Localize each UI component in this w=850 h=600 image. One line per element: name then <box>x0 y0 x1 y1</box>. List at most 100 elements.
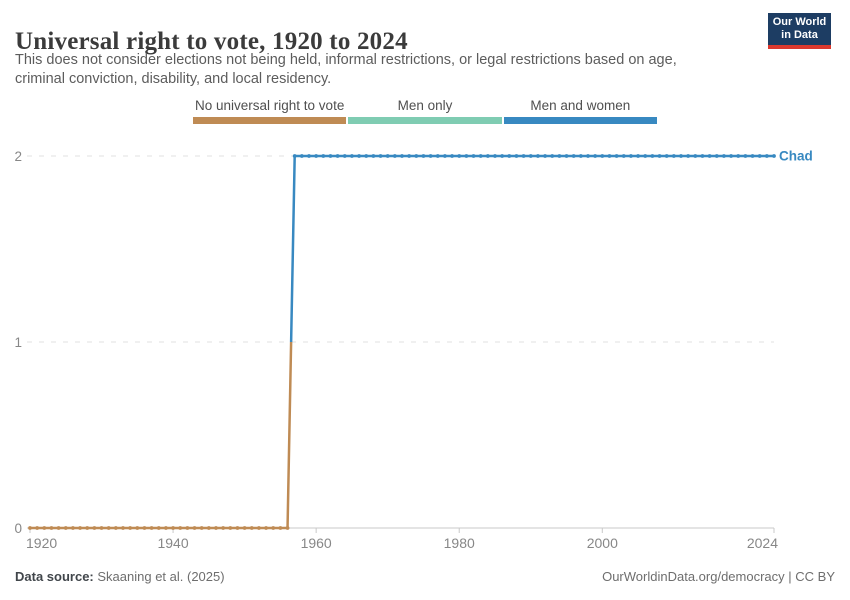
data-point <box>435 154 440 158</box>
data-point <box>142 526 147 530</box>
data-point <box>471 154 476 158</box>
data-point <box>292 154 297 158</box>
data-point <box>99 526 104 530</box>
data-point <box>285 526 290 530</box>
owid-democracy-link[interactable]: OurWorldinData.org/democracy <box>602 569 785 584</box>
data-point <box>772 154 776 158</box>
data-point <box>235 526 240 530</box>
data-point <box>314 154 319 158</box>
data-point <box>328 154 333 158</box>
license-label: CC BY <box>795 569 835 584</box>
data-source-label: Data source: <box>15 569 94 584</box>
legend-item-label: No universal right to vote <box>195 98 345 113</box>
data-point <box>185 526 190 530</box>
data-point <box>757 154 762 158</box>
data-point <box>500 154 505 158</box>
owid-logo[interactable]: Our World in Data <box>768 13 831 49</box>
data-point <box>557 154 562 158</box>
y-axis-tick-label: 2 <box>14 149 22 164</box>
data-point <box>543 154 547 158</box>
data-point <box>221 526 226 530</box>
data-point <box>485 154 490 158</box>
data-point <box>49 526 54 530</box>
data-source-value: Skaaning et al. (2025) <box>97 569 225 584</box>
chart-subtitle: This does not consider elections not bei… <box>15 51 677 89</box>
data-point <box>71 526 75 530</box>
data-point <box>507 154 512 158</box>
data-point <box>550 154 555 158</box>
data-point <box>593 154 598 158</box>
data-point <box>457 154 462 158</box>
data-point <box>736 154 741 158</box>
data-point <box>92 526 97 530</box>
data-point <box>385 154 390 158</box>
data-point <box>607 154 612 158</box>
data-point <box>249 526 254 530</box>
data-point <box>378 154 383 158</box>
data-point <box>264 526 268 530</box>
data-point <box>149 526 154 530</box>
data-point <box>135 526 140 530</box>
x-axis-tick-label: 1960 <box>301 535 332 551</box>
data-source-note: Data source: Skaaning et al. (2025) <box>15 569 225 584</box>
data-point <box>414 154 419 158</box>
data-point <box>278 526 283 530</box>
x-axis-tick-label: 1980 <box>444 535 475 551</box>
legend-color-bar <box>193 117 347 124</box>
data-point <box>307 154 311 158</box>
data-point <box>56 526 61 530</box>
footer-attribution: OurWorldinData.org/democracy | CC BY <box>602 569 835 584</box>
data-point <box>571 154 576 158</box>
y-axis-tick-label: 0 <box>14 521 22 536</box>
subtitle-line: This does not consider elections not bei… <box>15 52 677 68</box>
data-point <box>478 154 483 158</box>
data-point <box>664 154 669 158</box>
x-axis-tick-label: 1940 <box>157 535 188 551</box>
data-point <box>743 154 748 158</box>
data-point <box>407 154 412 158</box>
legend-color-bar <box>348 117 502 124</box>
data-point <box>679 154 683 158</box>
data-point <box>206 526 211 530</box>
data-point <box>578 154 583 158</box>
data-point <box>63 526 68 530</box>
data-point <box>693 154 698 158</box>
x-axis-tick-label: 1920 <box>26 535 57 551</box>
legend-item-label: Men and women <box>530 98 631 113</box>
x-axis-tick-label: 2024 <box>747 535 778 551</box>
data-point <box>178 526 183 530</box>
legend-item-men-and-women[interactable]: Men and women <box>503 98 657 124</box>
data-point <box>450 154 454 158</box>
legend-item-men-only[interactable]: Men only <box>348 98 502 124</box>
data-point <box>350 154 354 158</box>
data-point <box>657 154 662 158</box>
data-point <box>493 154 497 158</box>
legend-item-no-universal-right[interactable]: No universal right to vote <box>193 98 347 124</box>
data-point <box>85 526 90 530</box>
data-point <box>214 526 218 530</box>
series-line-segment <box>30 341 293 530</box>
data-point <box>400 154 404 158</box>
data-point <box>364 154 369 158</box>
data-point <box>371 154 376 158</box>
data-point <box>321 154 326 158</box>
legend-item-label: Men only <box>397 98 453 113</box>
data-point <box>121 526 125 530</box>
data-point <box>643 154 648 158</box>
data-point <box>650 154 655 158</box>
data-point <box>78 526 82 530</box>
data-point <box>257 526 261 530</box>
data-point <box>729 154 733 158</box>
data-point <box>528 154 533 158</box>
data-point <box>357 154 361 158</box>
entity-label-chad[interactable]: Chad <box>779 149 813 164</box>
data-point <box>621 154 626 158</box>
data-point <box>271 526 276 530</box>
legend: No universal right to vote Men only Men … <box>193 98 657 124</box>
data-point <box>707 154 712 158</box>
data-point <box>614 154 619 158</box>
data-point <box>536 154 540 158</box>
data-point <box>128 526 133 530</box>
data-point <box>392 154 397 158</box>
